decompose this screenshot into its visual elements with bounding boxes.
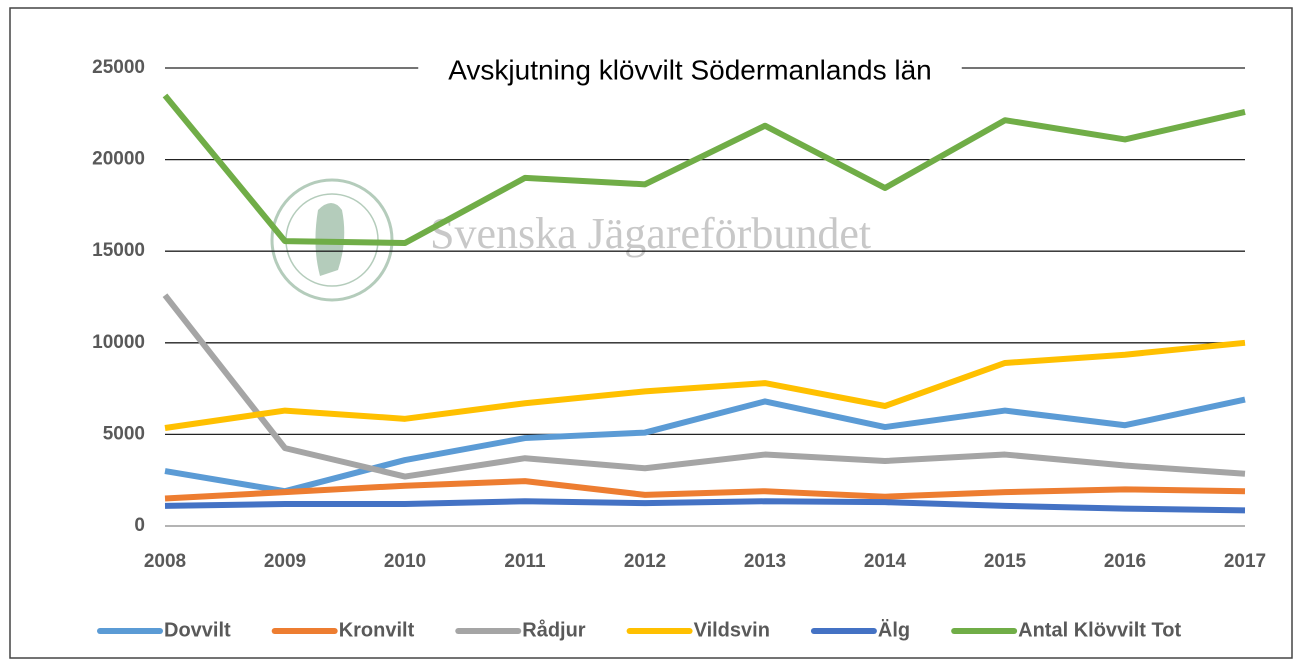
- y-tick-label: 25000: [92, 57, 145, 78]
- legend-label: Vildsvin: [694, 619, 770, 641]
- series-line: [164, 498, 1246, 514]
- x-tick-label: 2015: [984, 551, 1027, 572]
- x-tick-label: 2014: [864, 551, 907, 572]
- chart-frame: [9, 7, 1293, 659]
- legend-label: Älg: [878, 618, 910, 641]
- y-tick-label: 15000: [92, 240, 145, 261]
- legend-label: Kronvilt: [339, 619, 415, 641]
- x-tick-label: 2009: [264, 551, 306, 572]
- y-tick-label: 20000: [92, 149, 145, 170]
- series-line: [164, 339, 1246, 431]
- legend-label: Antal Klövvilt Tot: [1018, 619, 1181, 641]
- x-tick-label: 2012: [624, 551, 666, 572]
- x-tick-label: 2010: [384, 551, 426, 572]
- y-tick-label: 5000: [103, 423, 145, 444]
- x-tick-label: 2011: [504, 551, 546, 572]
- title-background: [418, 54, 962, 86]
- legend-label: Rådjur: [522, 618, 586, 641]
- watermark: Svenska Jägareförbundet: [430, 209, 871, 258]
- legend-label: Dovvilt: [164, 619, 231, 641]
- x-tick-label: 2017: [1224, 551, 1266, 572]
- x-tick-label: 2008: [144, 551, 186, 572]
- series-line: [162, 293, 1246, 480]
- y-tick-label: 0: [134, 515, 145, 536]
- x-tick-label: 2016: [1104, 551, 1146, 572]
- chart-title: Avskjutning klövvilt Södermanlands län: [448, 54, 932, 85]
- series-line: [164, 396, 1246, 495]
- series-line: [164, 478, 1246, 502]
- x-tick-label: 2013: [744, 551, 786, 572]
- series-line: [162, 93, 1246, 246]
- y-tick-label: 10000: [92, 332, 145, 353]
